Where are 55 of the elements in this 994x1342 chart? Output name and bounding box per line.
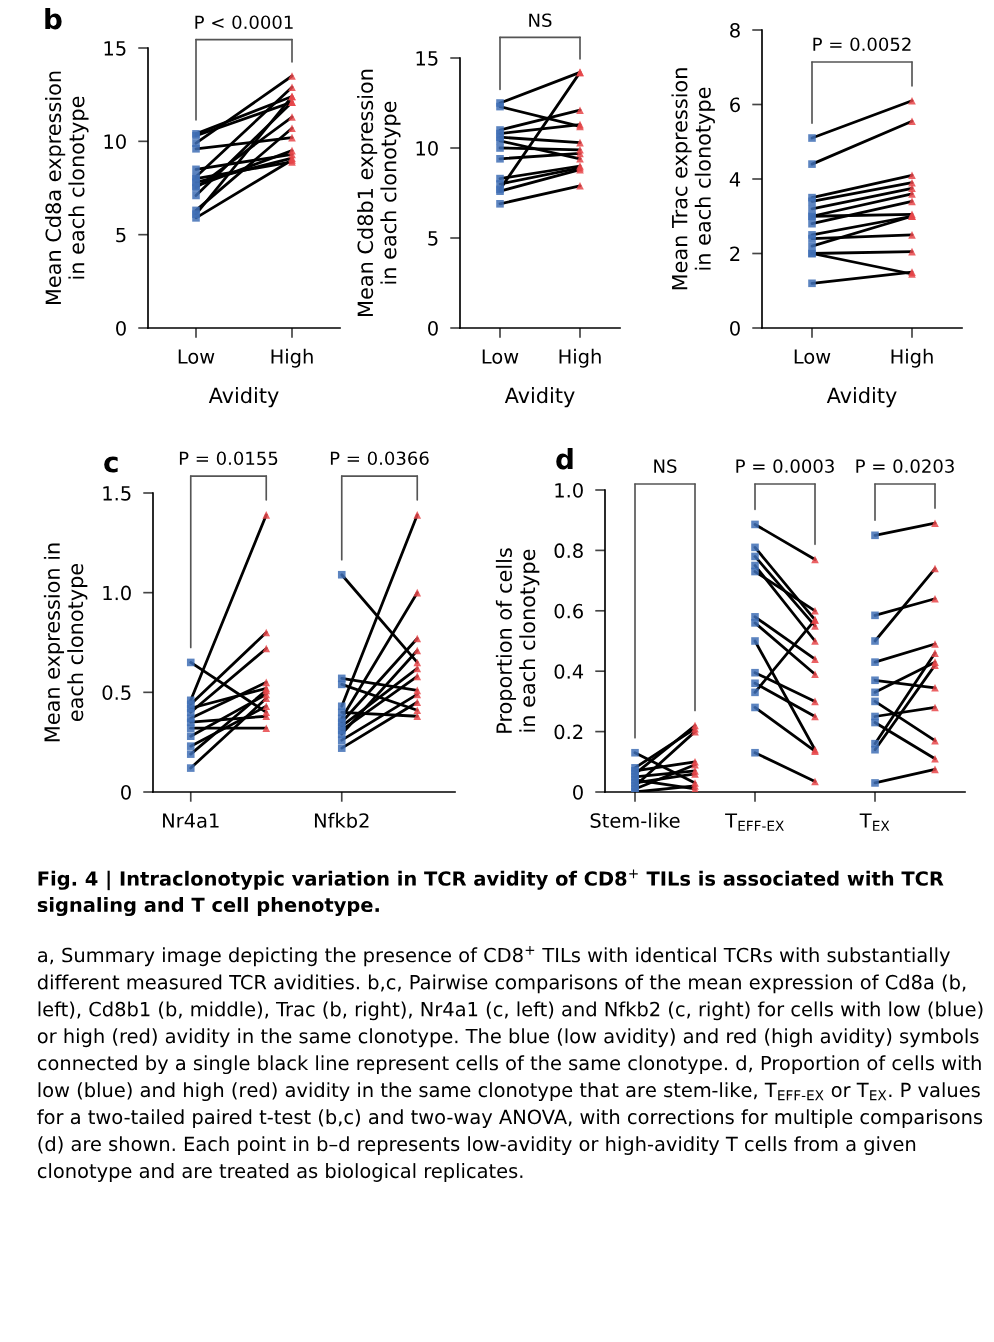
- x-tick-label: Low: [482, 349, 519, 364]
- annotation: P = 0.0052: [813, 37, 911, 52]
- text: P = 0.0203: [856, 459, 954, 473]
- x-tick-label: Low: [794, 349, 831, 364]
- y-tick-label: 0.4: [554, 664, 584, 679]
- y-tick-label: 1.5: [103, 486, 131, 501]
- y-tick-label: 0: [573, 784, 583, 800]
- y-tick-label: 10: [104, 134, 126, 149]
- y-tick-label: 2: [730, 246, 740, 261]
- x-tick-label: High: [559, 348, 601, 368]
- x-tick-label: High: [891, 348, 933, 368]
- y-tick-label: 15: [416, 51, 438, 66]
- x-tick-label: Nr4a1: [163, 813, 219, 828]
- text: P = 0.0366: [330, 451, 429, 466]
- y-tick-label: 5: [428, 231, 438, 246]
- x-axis-title: Avidity: [826, 387, 897, 408]
- y-tick-label: 0: [428, 320, 438, 336]
- y-axis-title: Mean Cd8a expression in each clonotype: [45, 71, 89, 305]
- y-axis-title: Proportion of cells in each clonotype: [495, 548, 540, 733]
- text: a, Summary image depicting the presence of CD8$^{+}$ TILs with identical TCRs with substantially different measured TCR avidities. b,c, Pairwise comparisons of the mean expression of Cd8a (b, left), Cd8b1 (b, middle), Trac (b, right), Nr4a1 (c, left) and Nfkb2 (c, right) for cells with low (blue) or high (red) avidity in the same clonotype. The blue (low avidity) and red (high avidity) symbols connected by a single black line represent cells of the same clonotype. d, Proportion of cells with low (blue) and high (red) avidity in the same clonotype that are stem-like, T$_{EFF-EX}$ or T$_{EX}$. P values for a two-tailed paired t-test (b,c) and two-way ANOVA, with corrections for multiple comparisons (d) are shown. Each point in b–d represents low-avidity or high-avidity T cells from a given clonotype and are treated as biological replicates.: [37, 946, 983, 1182]
- chart-title: Fig. 4 | Intraclonotypic variation in TCR avidity of CD8$^{+}$ TILs is associated with TCR signaling and T cell phenotype.: [37, 869, 944, 917]
- y-axis-title: Mean Trac expression in each clonotype: [671, 68, 715, 290]
- chart-title: c: [104, 456, 118, 473]
- x-tick-label: Nfkb2: [314, 812, 369, 828]
- y-tick-label: 0: [116, 320, 126, 336]
- y-tick-label: 1.0: [103, 585, 131, 601]
- x-tick-label: Low: [178, 349, 215, 364]
- text: NS: [529, 13, 552, 28]
- y-tick-label: 0.2: [554, 724, 583, 740]
- text: P = 0.0003: [736, 459, 834, 473]
- text: P = 0.0155: [179, 451, 278, 466]
- text: P < 0.0001: [195, 15, 293, 30]
- x-axis-title: Avidity: [208, 387, 279, 408]
- x-tick-label: T$_{EX}$: [859, 813, 890, 831]
- y-tick-label: 0.5: [102, 685, 131, 700]
- y-tick-label: 0: [121, 784, 131, 800]
- y-tick-label: 0.8: [554, 543, 583, 559]
- y-tick-label: 15: [104, 41, 126, 56]
- y-tick-label: 6: [730, 97, 740, 113]
- y-axis-title: Mean expression in each clonotype: [43, 543, 88, 742]
- y-tick-label: 0: [730, 320, 740, 336]
- chart-title: d: [556, 448, 573, 470]
- y-axis-title: Mean Cd8b1 expression in each clonotype: [357, 69, 401, 316]
- y-tick-label: 8: [730, 22, 740, 38]
- y-tick-label: 4: [729, 172, 741, 187]
- y-tick-label: 1.0: [555, 482, 583, 498]
- y-tick-label: 5: [116, 227, 126, 243]
- y-tick-label: 0.6: [554, 603, 583, 619]
- text: NS: [654, 459, 677, 473]
- chart-title: b: [45, 8, 62, 30]
- y-tick-label: 10: [416, 140, 438, 156]
- x-tick-label: T$_{EFF-EX}$: [725, 813, 784, 831]
- x-tick-label: High: [271, 348, 313, 368]
- x-axis-title: Avidity: [504, 387, 575, 408]
- x-tick-label: Stem-like: [590, 812, 680, 828]
